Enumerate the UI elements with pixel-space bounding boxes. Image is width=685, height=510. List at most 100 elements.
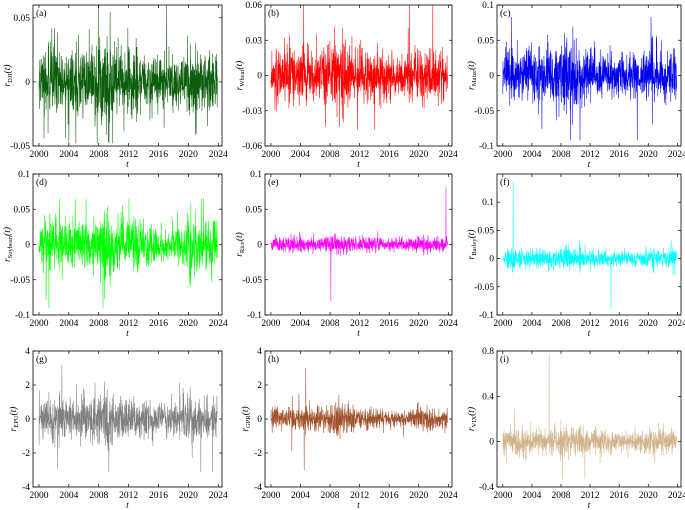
x-tick-label: 2004 <box>59 150 78 160</box>
y-axis-label: rWheat(t) <box>234 61 246 91</box>
x-tick-label: 2020 <box>179 319 198 329</box>
x-tick-label: 2012 <box>119 491 138 501</box>
panel-d: 2000 2004 2008 2012 2016 2020 2024 -0.1 -0.05 0 0.… <box>2 170 228 339</box>
y-tick-label: -0.1 <box>479 142 494 152</box>
x-tick-label: 2008 <box>552 150 571 160</box>
series-line-b <box>270 5 448 130</box>
y-tick-label: 0.03 <box>245 36 262 46</box>
x-tick-label: 2020 <box>409 319 428 329</box>
x-tick-label: 2012 <box>350 319 369 329</box>
panel-label: (h) <box>268 354 279 365</box>
x-tick-label: 2012 <box>350 150 369 160</box>
y-tick-label: 0 <box>489 438 494 448</box>
y-axis-label: rGPR(t) <box>240 406 252 431</box>
x-tick-label: 2008 <box>321 319 340 329</box>
x-tick-label: 2000 <box>493 150 512 160</box>
x-tick-label: 2004 <box>291 319 310 329</box>
x-tick-label: 2000 <box>29 491 48 501</box>
x-axis-label: t <box>357 329 360 339</box>
x-tick-label: 2008 <box>321 150 340 160</box>
y-tick-label: 0.05 <box>13 205 30 215</box>
x-axis-label: t <box>126 329 129 339</box>
x-tick-label: 2016 <box>380 150 399 160</box>
x-tick-label: 2020 <box>639 319 658 329</box>
panel-h: 2000 2004 2008 2012 2016 2020 2024 -4 -2 0 2 4 (h) t r… <box>240 347 458 510</box>
y-tick-label: -0.4 <box>479 483 494 493</box>
y-tick-label: 2 <box>257 381 262 391</box>
x-tick-label: 2020 <box>639 150 658 160</box>
x-tick-label: 2008 <box>89 150 108 160</box>
y-tick-label: 0.05 <box>245 205 262 215</box>
x-tick-label: 2020 <box>409 491 428 501</box>
y-tick-label: 0.05 <box>477 36 494 46</box>
y-tick-label: 0 <box>489 72 494 82</box>
plot-frame <box>496 350 682 488</box>
y-tick-label: -0.1 <box>15 311 30 321</box>
series-line-d <box>38 198 218 308</box>
y-tick-label: -2 <box>254 449 262 459</box>
panel-label: (e) <box>268 177 279 188</box>
y-tick-label: 0 <box>489 255 494 265</box>
x-tick-label: 2016 <box>380 319 399 329</box>
x-tick-label: 2020 <box>179 491 198 501</box>
y-tick-label: 4 <box>257 347 262 357</box>
y-tick-label: -0.05 <box>10 276 30 286</box>
panel-i: 2000 2004 2008 2012 2016 2020 2024 -0.4 0 0.4 0.8 (… <box>466 347 685 510</box>
x-tick-label: 2024 <box>668 491 685 501</box>
y-tick-label: -4 <box>254 483 262 493</box>
y-tick-label: -0.1 <box>247 311 262 321</box>
y-tick-label: -0.06 <box>242 142 262 152</box>
panel-label: (c) <box>500 8 511 19</box>
y-tick-label: 0.1 <box>482 1 494 11</box>
y-tick-label: -0.05 <box>242 276 262 286</box>
y-tick-label: -0.05 <box>474 283 494 293</box>
y-axis-label: rMaize(t) <box>466 61 478 90</box>
x-tick-label: 2016 <box>380 491 399 501</box>
y-axis-label: rRice(t) <box>234 232 246 257</box>
y-tick-label: -0.05 <box>10 142 30 152</box>
x-tick-label: 2008 <box>552 491 571 501</box>
x-tick-label: 2016 <box>149 319 168 329</box>
x-tick-label: 2008 <box>89 319 108 329</box>
x-tick-label: 2008 <box>552 319 571 329</box>
plot-frame <box>496 173 682 316</box>
y-tick-label: -0.05 <box>474 107 494 117</box>
x-tick-label: 2024 <box>209 150 228 160</box>
x-tick-label: 2012 <box>119 319 138 329</box>
panel-label: (a) <box>36 8 47 19</box>
x-tick-label: 2020 <box>409 150 428 160</box>
series-line-h <box>270 367 448 471</box>
x-tick-label: 2024 <box>439 150 458 160</box>
x-tick-label: 2000 <box>261 319 280 329</box>
x-tick-label: 2000 <box>493 491 512 501</box>
panel-c: 2000 2004 2008 2012 2016 2020 2024 -0.1 -0.05 0 0.… <box>466 1 685 170</box>
plot-frame <box>32 4 223 147</box>
x-axis-label: t <box>588 329 591 339</box>
y-tick-label: -0.03 <box>242 107 262 117</box>
y-tick-label: 0.1 <box>250 170 262 180</box>
x-tick-label: 2016 <box>610 491 629 501</box>
series-line-f <box>502 182 677 310</box>
y-axis-label: rEPU(t) <box>8 407 20 432</box>
panel-f: 2000 2004 2008 2012 2016 2020 2024 -0.1 -0.05 0 0.… <box>466 173 685 339</box>
panel-e: 2000 2004 2008 2012 2016 2020 2024 -0.1 -0.05 0 0.… <box>234 170 458 339</box>
y-tick-label: 0 <box>25 78 30 88</box>
x-tick-label: 2012 <box>350 491 369 501</box>
x-axis-label: t <box>588 160 591 170</box>
x-tick-label: 2020 <box>179 150 198 160</box>
y-axis-label: rBarley(t) <box>466 230 478 260</box>
x-tick-label: 2004 <box>59 491 78 501</box>
x-tick-label: 2000 <box>261 491 280 501</box>
y-tick-label: 0 <box>257 72 262 82</box>
y-tick-label: 0.05 <box>13 14 30 24</box>
x-tick-label: 2012 <box>581 319 600 329</box>
series-line-g <box>38 364 218 472</box>
x-tick-label: 2008 <box>89 491 108 501</box>
y-tick-label: 0.05 <box>477 226 494 236</box>
y-tick-label: 2 <box>25 381 30 391</box>
x-tick-label: 2024 <box>209 319 228 329</box>
x-axis-label: t <box>357 160 360 170</box>
y-tick-label: 0 <box>25 241 30 251</box>
x-axis-label: t <box>588 501 591 510</box>
panel-label: (f) <box>500 177 510 188</box>
